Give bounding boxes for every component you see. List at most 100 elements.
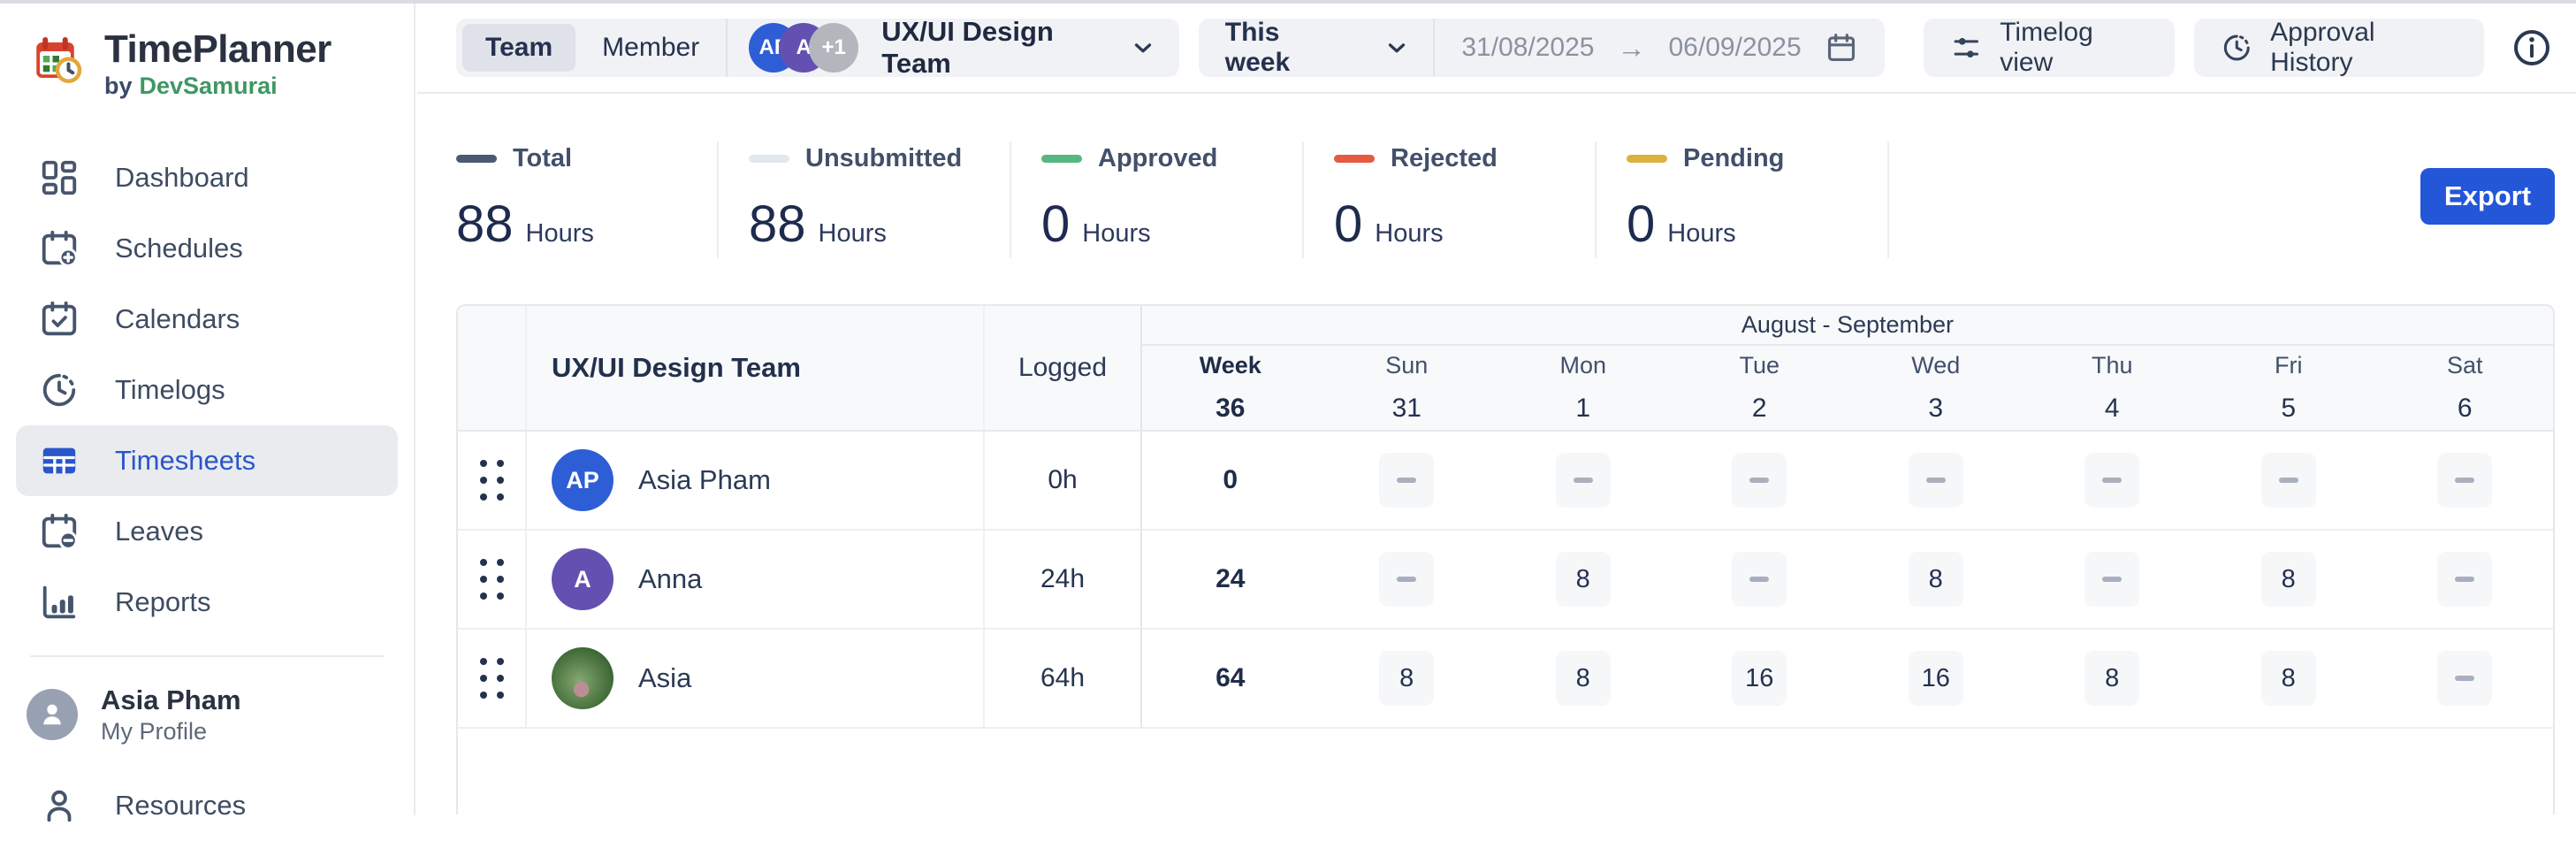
hours-chip[interactable]: 8 — [2261, 651, 2316, 706]
stat-unit: Hours — [1375, 219, 1443, 248]
sidebar-item-timelogs[interactable]: Timelogs — [0, 355, 414, 425]
day-cell: – — [2024, 531, 2201, 630]
hours-chip[interactable]: 16 — [1732, 651, 1787, 706]
arrow-right-icon: → — [1618, 32, 1646, 65]
timesheet-table: UX/UI Design Team Logged August - Septem… — [456, 304, 2555, 814]
column-header-week: Week 36 — [1142, 346, 1319, 432]
sidebar-item-leaves[interactable]: Leaves — [0, 496, 414, 567]
app-logo-icon — [30, 34, 85, 87]
sidebar-item-dashboard[interactable]: Dashboard — [0, 142, 414, 213]
hours-chip[interactable]: 8 — [1556, 552, 1611, 607]
profile-avatar — [27, 689, 78, 740]
table-logged-header: Logged — [985, 306, 1142, 432]
column-header-fri: Fri 5 — [2200, 346, 2377, 432]
drag-handle[interactable] — [480, 559, 504, 600]
row-drag-cell — [458, 531, 527, 630]
window-top-edge — [0, 0, 2576, 4]
bar-chart-icon — [39, 582, 80, 623]
week-total-cell: 64 — [1142, 630, 1319, 729]
approval-history-label: Approval History — [2270, 18, 2458, 78]
info-button[interactable] — [2511, 27, 2553, 69]
period-selector-group: This week 31/08/2025 → 06/09/2025 — [1199, 19, 1885, 77]
member-cell: AP Asia Pham — [527, 432, 985, 531]
stat-label: Approved — [1098, 144, 1217, 173]
hours-chip[interactable]: – — [1732, 453, 1787, 508]
stat-value: 0 — [1334, 195, 1362, 254]
day-cell: 8 — [1495, 531, 1672, 630]
stat-total: Total 88 Hours — [456, 143, 749, 262]
stat-pending: Pending 0 Hours — [1627, 143, 1919, 262]
clock-history-icon — [2221, 31, 2253, 65]
sidebar-item-schedules[interactable]: Schedules — [0, 213, 414, 284]
logged-cell: 0h — [985, 432, 1142, 531]
sliders-icon — [1950, 31, 1983, 65]
hours-chip[interactable]: – — [2437, 552, 2492, 607]
hours-chip[interactable]: – — [2437, 453, 2492, 508]
team-selector-group: Team Member AP A +1 UX/UI Design Team — [456, 19, 1179, 77]
drag-handle[interactable] — [480, 658, 504, 699]
table-corner-cell — [458, 306, 527, 432]
hours-chip[interactable]: – — [1909, 453, 1963, 508]
export-button[interactable]: Export — [2420, 168, 2555, 225]
topbar: Team Member AP A +1 UX/UI Design Team Th… — [417, 4, 2576, 94]
sidebar-nav: Dashboard Schedules Calendars Timelogs — [0, 142, 414, 638]
timesheet-table-icon — [39, 440, 80, 481]
drag-handle[interactable] — [480, 460, 504, 501]
date-range-end[interactable]: 06/09/2025 — [1669, 33, 1802, 63]
hours-chip[interactable]: – — [2437, 651, 2492, 706]
period-dropdown-label[interactable]: This week — [1199, 18, 1328, 78]
avatar-more-count: +1 — [809, 23, 858, 73]
hours-chip[interactable]: 8 — [1379, 651, 1434, 706]
approved-dash-swatch — [1041, 155, 1082, 163]
hours-chip[interactable]: – — [2084, 453, 2139, 508]
sidebar-item-resources[interactable]: Resources — [0, 770, 414, 841]
member-avatar: AP — [552, 449, 614, 511]
calendar-icon[interactable] — [1825, 31, 1858, 65]
timelog-view-button[interactable]: Timelog view — [1924, 19, 2175, 77]
hours-chip[interactable]: – — [1379, 453, 1434, 508]
team-dropdown-label[interactable]: UX/UI Design Team — [881, 16, 1105, 80]
column-header-sat: Sat 6 — [2377, 346, 2554, 432]
toggle-member[interactable]: Member — [575, 33, 726, 63]
stat-rejected: Rejected 0 Hours — [1334, 143, 1627, 262]
column-header-wed: Wed 3 — [1848, 346, 2024, 432]
profile-card[interactable]: Asia Pham My Profile — [0, 684, 414, 745]
table-team-header: UX/UI Design Team — [527, 306, 985, 432]
sidebar-item-label: Schedules — [115, 233, 243, 264]
hours-chip[interactable]: – — [1732, 552, 1787, 607]
sidebar-item-reports[interactable]: Reports — [0, 567, 414, 638]
chevron-down-icon[interactable] — [1383, 34, 1410, 61]
hours-chip[interactable]: 8 — [2084, 651, 2139, 706]
dashboard-icon — [39, 157, 80, 198]
app-subtitle-brand: DevSamurai — [140, 73, 278, 99]
hours-chip[interactable]: 8 — [1556, 651, 1611, 706]
sidebar-divider — [30, 655, 384, 657]
member-avatar: A — [552, 548, 614, 610]
sidebar-item-timesheets[interactable]: Timesheets — [16, 425, 398, 496]
hours-chip[interactable]: – — [1556, 453, 1611, 508]
day-cell: 8 — [1495, 630, 1672, 729]
team-avatar-stack: AP A +1 — [749, 23, 858, 73]
sidebar-item-label: Reports — [115, 586, 211, 618]
approval-history-button[interactable]: Approval History — [2194, 19, 2484, 77]
hours-chip[interactable]: 8 — [2261, 552, 2316, 607]
toggle-team[interactable]: Team — [462, 24, 575, 72]
sidebar-item-calendars[interactable]: Calendars — [0, 284, 414, 355]
day-cell: – — [1848, 432, 2024, 531]
day-cell: 16 — [1848, 630, 2024, 729]
hours-chip[interactable]: 8 — [1909, 552, 1963, 607]
member-avatar-photo — [552, 647, 614, 709]
date-range-start[interactable]: 31/08/2025 — [1461, 33, 1594, 63]
table-month-group-header: August - September — [1142, 306, 2553, 346]
stat-value: 88 — [749, 195, 806, 254]
hours-chip[interactable]: – — [1379, 552, 1434, 607]
calendar-plus-icon — [39, 228, 80, 269]
chevron-down-icon[interactable] — [1130, 34, 1156, 61]
main-content: Team Member AP A +1 UX/UI Design Team Th… — [417, 4, 2576, 815]
hours-chip[interactable]: – — [2261, 453, 2316, 508]
date-range-picker[interactable]: 31/08/2025 → 06/09/2025 — [1435, 31, 1884, 65]
hours-chip[interactable]: 16 — [1909, 651, 1963, 706]
hours-chip[interactable]: – — [2084, 552, 2139, 607]
pending-dash-swatch — [1627, 155, 1667, 163]
